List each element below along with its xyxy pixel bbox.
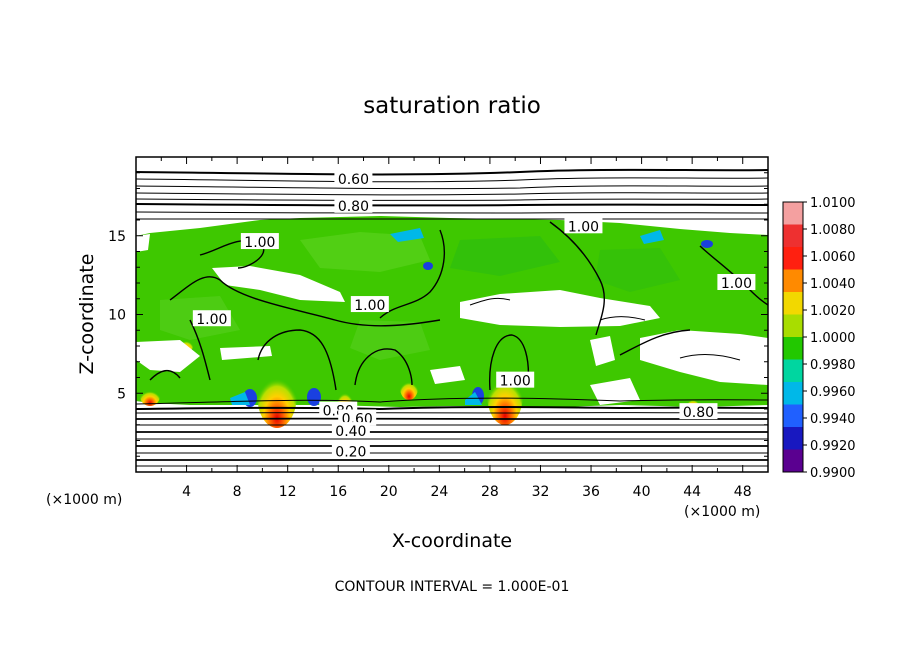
colorbar-swatch bbox=[783, 292, 803, 315]
contour-label: 0.80 bbox=[683, 405, 714, 421]
contour-label-bg bbox=[334, 196, 373, 213]
y-axis-label: Z-coordinate bbox=[76, 254, 98, 375]
contour-label: 1.00 bbox=[196, 312, 227, 328]
x-tick-label: 8 bbox=[233, 484, 242, 500]
y-axis: 5 10 15 bbox=[108, 172, 768, 457]
colorbar-label: 0.9980 bbox=[810, 358, 856, 373]
colorbar-label: 1.0080 bbox=[810, 223, 856, 238]
contour-label-bg bbox=[496, 371, 535, 388]
colorbar-label: 1.0100 bbox=[810, 196, 856, 211]
x-tick-label: 40 bbox=[633, 484, 651, 500]
colorbar-swatch bbox=[783, 269, 803, 293]
x-unit-right: (×1000 m) bbox=[684, 504, 760, 520]
plot-area bbox=[136, 157, 768, 472]
contour-label: 1.00 bbox=[244, 235, 275, 251]
contour-label: 1.00 bbox=[354, 298, 385, 314]
x-tick-label: 44 bbox=[683, 484, 701, 500]
y-tick-label: 15 bbox=[108, 229, 126, 245]
contour-label: 0.20 bbox=[335, 445, 366, 461]
colorbar-label: 0.9960 bbox=[810, 385, 856, 400]
x-tick-label: 48 bbox=[734, 484, 752, 500]
x-unit-left: (×1000 m) bbox=[46, 492, 122, 508]
chart-title: saturation ratio bbox=[363, 93, 541, 119]
x-tick-label: 32 bbox=[532, 484, 550, 500]
x-tick-label: 24 bbox=[430, 484, 448, 500]
colorbar-label: 1.0000 bbox=[810, 331, 856, 346]
x-tick-label: 36 bbox=[582, 484, 600, 500]
colorbar-label: 0.9900 bbox=[810, 466, 856, 481]
x-tick-label: 28 bbox=[481, 484, 499, 500]
clear-air bbox=[212, 266, 345, 302]
colorbar-swatch bbox=[783, 404, 803, 428]
contour-label: 0.40 bbox=[335, 424, 366, 440]
colorbar-swatch bbox=[783, 359, 803, 383]
x-tick-label: 20 bbox=[380, 484, 398, 500]
contour-label-bg bbox=[338, 409, 377, 426]
colorbar-swatch bbox=[783, 247, 803, 270]
colorbar-label: 1.0060 bbox=[810, 250, 856, 265]
colorbar-swatch bbox=[783, 449, 803, 473]
x-tick-label: 4 bbox=[182, 484, 191, 500]
colorbar-swatch bbox=[783, 314, 803, 338]
colorbar: 1.0100 1.0080 1.0060 1.0040 1.0020 1.0000 0.99… bbox=[782, 196, 856, 481]
colorbar-swatch bbox=[783, 202, 803, 225]
x-tick-label: 12 bbox=[279, 484, 297, 500]
contour-label: 0.60 bbox=[338, 172, 369, 188]
contour-label: 1.00 bbox=[568, 219, 599, 235]
contour-label: 0.80 bbox=[338, 199, 369, 215]
contour-label-bg bbox=[240, 233, 279, 250]
contour-label-bg bbox=[334, 170, 373, 187]
colorbar-swatch bbox=[783, 427, 803, 450]
x-axis: 4 8 12 16 20 24 28 32 36 40 44 48 bbox=[160, 157, 752, 500]
colorbar-label: 1.0040 bbox=[810, 277, 856, 292]
contour-lines bbox=[136, 168, 768, 467]
contour-label-bg bbox=[717, 274, 756, 290]
colorbar-swatch bbox=[783, 382, 803, 405]
contour-labels: 0.600.801.001.001.001.001.001.000.800.60… bbox=[192, 170, 756, 461]
x-tick-label: 16 bbox=[329, 484, 347, 500]
contour-label: 1.00 bbox=[721, 276, 752, 292]
contour-label-bg bbox=[192, 310, 231, 327]
contour-label-bg bbox=[350, 296, 389, 313]
contour-label-bg bbox=[564, 217, 603, 234]
colorbar-label: 1.0020 bbox=[810, 304, 856, 319]
colorbar-swatch bbox=[783, 224, 803, 248]
contour-label: 1.00 bbox=[500, 374, 531, 390]
colorbar-swatch bbox=[783, 337, 803, 360]
y-tick-label: 5 bbox=[117, 386, 126, 402]
colorbar-label: 0.9940 bbox=[810, 412, 856, 427]
colorbar-label: 0.9920 bbox=[810, 439, 856, 454]
contour-label-bg bbox=[331, 442, 370, 459]
y-tick-label: 10 bbox=[108, 308, 126, 324]
x-axis-label: X-coordinate bbox=[392, 530, 512, 552]
contour-label-bg bbox=[331, 422, 370, 439]
contour-interval-note: CONTOUR INTERVAL = 1.000E-01 bbox=[335, 579, 570, 595]
contour-label-bg bbox=[679, 403, 718, 420]
